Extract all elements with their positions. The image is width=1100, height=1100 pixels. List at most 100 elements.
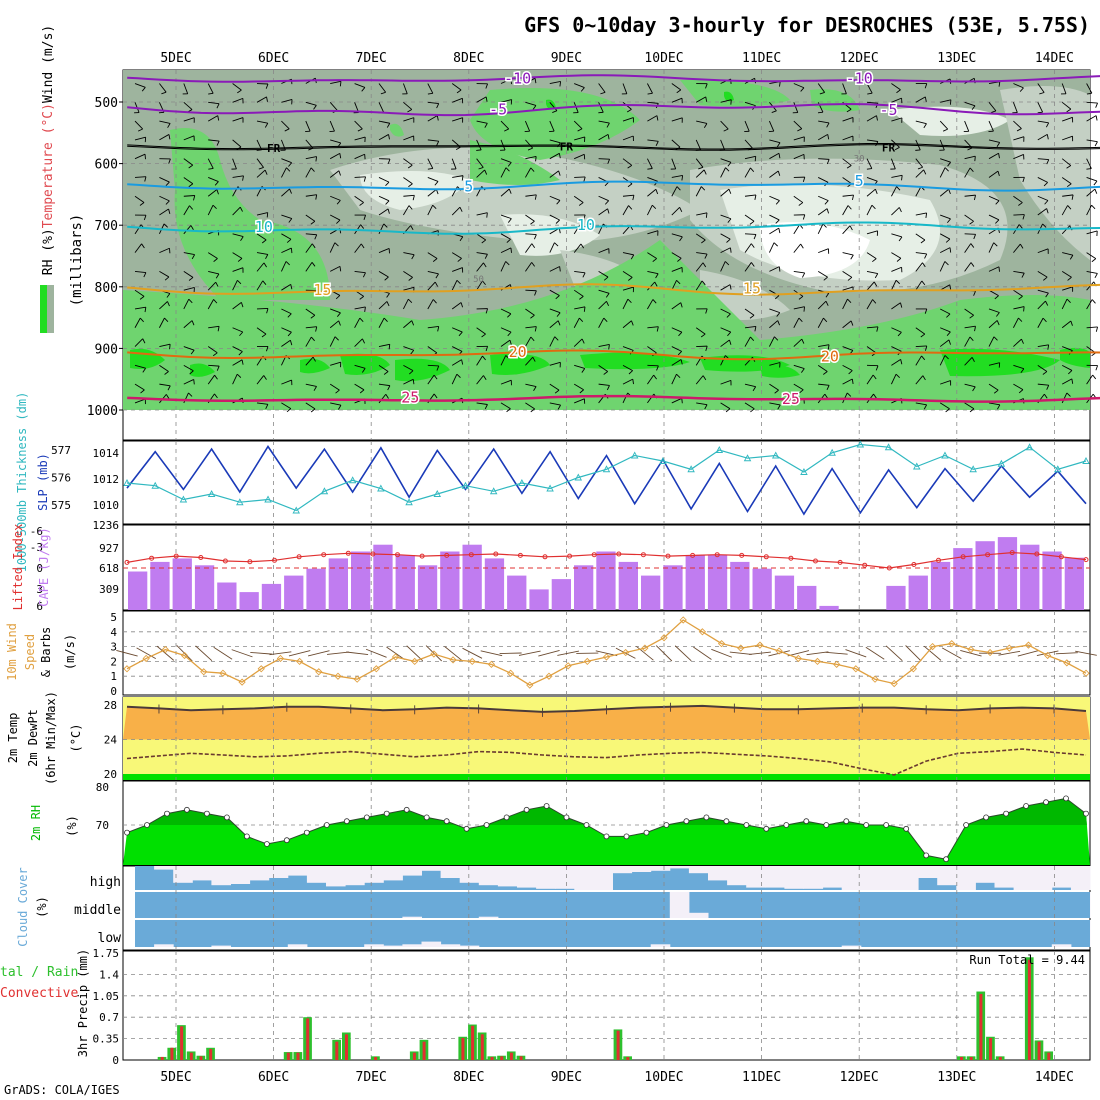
rh2m-point (343, 818, 350, 825)
wind-barb-flag (1086, 92, 1092, 95)
cloud-bar (402, 916, 422, 918)
precip-convective-bar (960, 1056, 963, 1060)
precip-tick-label: 1.4 (99, 968, 119, 981)
wind-barb (256, 262, 265, 272)
wind-barb (134, 338, 144, 347)
wind-barb (940, 380, 951, 385)
wind-barb-flag (383, 223, 388, 228)
wind-barb (964, 262, 972, 272)
wind-barb-flag (947, 161, 951, 167)
wind-barb-flag (826, 385, 830, 391)
wind-barb (647, 374, 655, 385)
wind-barb (378, 102, 385, 113)
wind-barb-flag (1022, 214, 1025, 220)
wind10m-barb (729, 651, 752, 655)
wind-barb (525, 356, 534, 366)
thickness-point (292, 506, 300, 514)
wind10m-point (334, 672, 342, 680)
wind10m-point (1024, 641, 1033, 649)
cloud-layer-fill (135, 892, 1090, 918)
wind-barb-flag (505, 355, 510, 360)
rh2m-point (1003, 810, 1009, 817)
rh-region (760, 222, 870, 278)
wind-barb-flag (680, 359, 683, 365)
wind10m-barb (885, 645, 903, 662)
wind-barb-flag (800, 87, 805, 92)
cape-bar (663, 565, 683, 610)
wind-barb-flag (554, 389, 560, 394)
cape-bar (797, 585, 817, 610)
wind-barb-flag (752, 386, 757, 392)
wind-barb (476, 355, 483, 366)
cape-bar (1042, 551, 1062, 610)
top-date-labels: 5DEC 6DEC 7DEC 8DEC 9DEC 10DEC 11DEC 12DEC 13DEC… (160, 51, 1074, 66)
precip-convective-bar (374, 1056, 378, 1060)
wind-barb (1037, 300, 1046, 310)
wind-barb-flag (506, 408, 511, 413)
rh2m-point (963, 822, 969, 828)
li-point (690, 552, 696, 558)
wind-barb (354, 306, 366, 310)
wind10m-point (295, 657, 304, 666)
wind-barb-flag (556, 312, 561, 317)
wind-barb (1062, 116, 1073, 122)
wind-barb (354, 317, 361, 328)
wind-barb (866, 299, 873, 310)
rh-field (123, 70, 1090, 410)
wind-barb (207, 204, 214, 216)
wind-barb (427, 83, 434, 94)
wind-barb-flag (1091, 204, 1096, 210)
wind-barb-flag (1066, 392, 1071, 397)
wind-barb (183, 158, 194, 166)
wind10m-barb (923, 645, 942, 661)
wind-barb-flag (728, 188, 732, 194)
wind-barb (818, 248, 829, 254)
wind-barb-flag (847, 298, 852, 303)
wind-barb-flag (1018, 202, 1023, 206)
wind-barb-flag (188, 277, 194, 281)
wind-barb (330, 195, 341, 201)
axis-label: SLP (mb) (36, 453, 50, 511)
wind-barb-flag (407, 164, 413, 169)
precip-convective-bar (189, 1052, 193, 1060)
wind10m-barb (865, 646, 885, 660)
wind-barb-flag (655, 273, 659, 279)
wind-barb (574, 398, 585, 404)
wind-barb-flag (240, 302, 244, 308)
cloud-clear-bar (860, 866, 881, 890)
li-tick-label: 3 (36, 583, 43, 596)
cloud-clear-bar (173, 866, 193, 883)
wind-barb-flag (1042, 317, 1047, 323)
date-label-bottom: 10DEC (644, 1070, 683, 1085)
pressure-tick-label: 1000 (87, 404, 118, 419)
wind-barb-flag (1021, 272, 1025, 278)
wind-barb (647, 326, 659, 329)
wind-barb-flag (311, 262, 316, 267)
wind-barb (500, 158, 512, 163)
wind-barb-flag (362, 272, 366, 278)
wind10m-tick-label: 4 (110, 626, 117, 639)
wind-barb-flag (264, 122, 269, 128)
rh2m-point (363, 814, 370, 821)
wind-barb (793, 338, 803, 347)
li-point (763, 554, 769, 560)
wind-barb (671, 252, 682, 259)
wind-barb-flag (1043, 393, 1048, 399)
wind10m-barb (941, 647, 962, 660)
rh2m-point (183, 806, 190, 813)
wind-barb-flag (385, 394, 389, 399)
cloud-bar (383, 945, 403, 947)
wind10m-barb (1017, 649, 1040, 657)
wind-barb-flag (336, 219, 341, 224)
wind-barb (305, 101, 317, 106)
li-point (517, 552, 523, 558)
wind-barb (476, 262, 484, 272)
wind-barb (525, 336, 532, 347)
thickness-point (771, 451, 780, 459)
wind10m-point (391, 653, 400, 661)
wind-barb-flag (534, 78, 537, 84)
wind-barb-flag (876, 115, 878, 121)
wind-barb-flag (799, 389, 804, 394)
wind-barb (988, 383, 999, 391)
wind-barb (451, 302, 462, 310)
